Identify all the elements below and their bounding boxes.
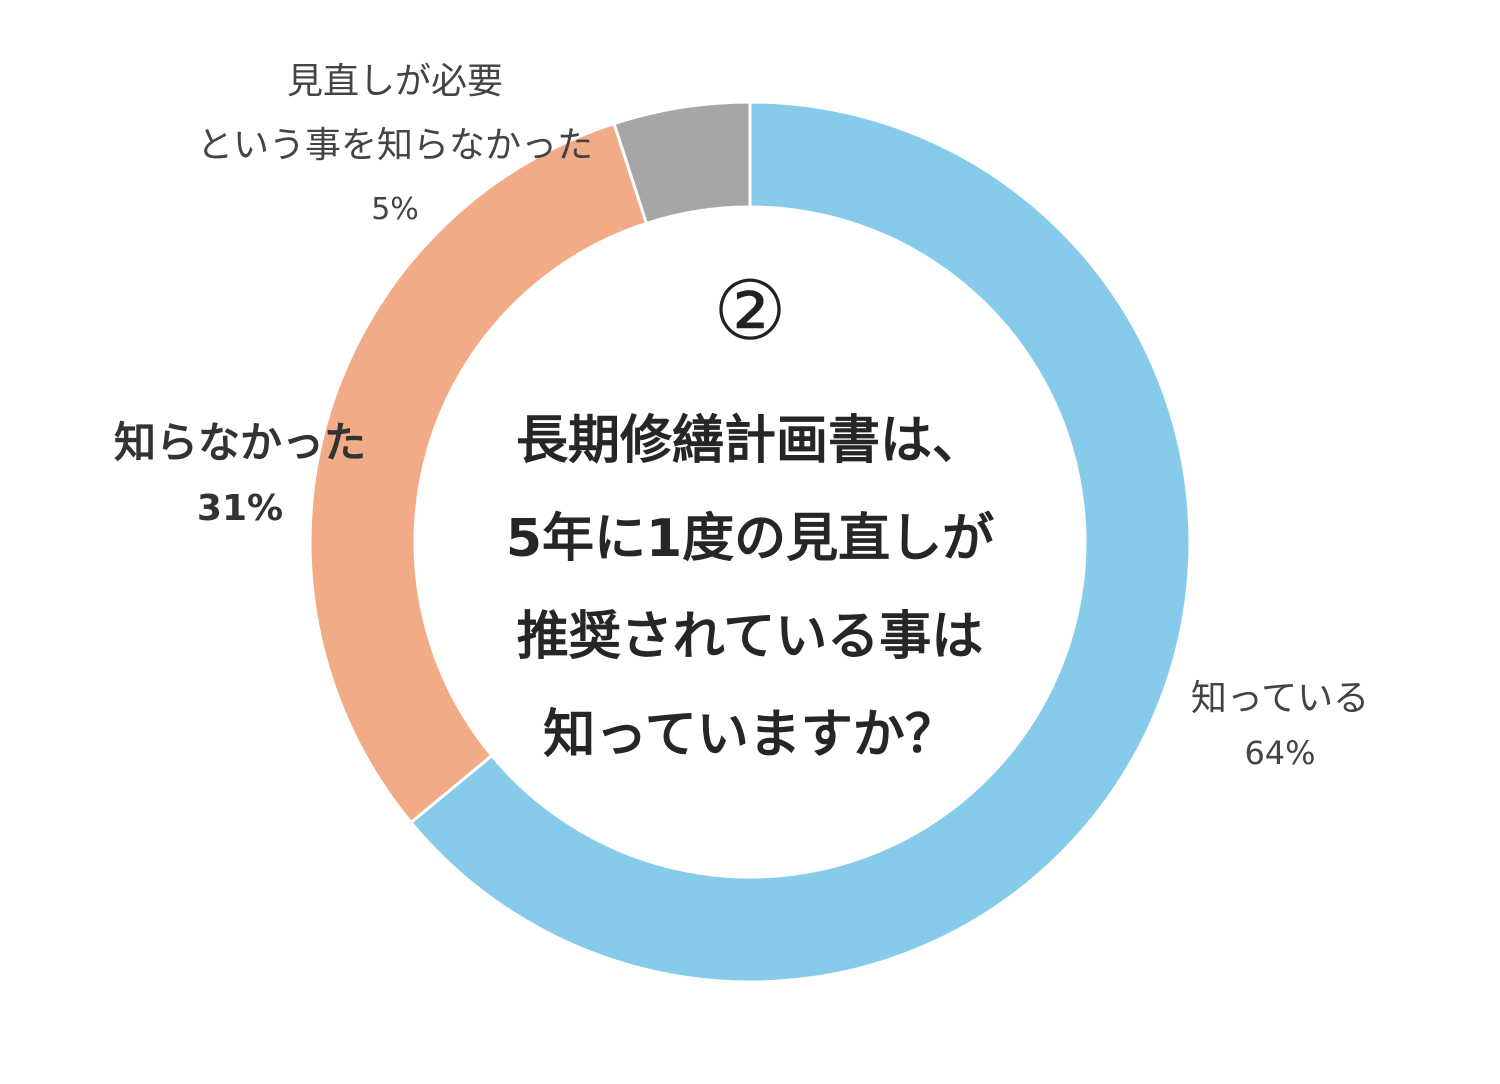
question-line-4: 知っていますか？ xyxy=(543,705,957,765)
slice-label-review-value: 5% xyxy=(371,192,419,227)
question-line-2: 5年に1度の見直しが xyxy=(505,509,995,569)
donut-slices xyxy=(308,100,1192,984)
slice-label-known: 知っている 64% xyxy=(1150,672,1410,780)
slice-unknown xyxy=(308,121,649,825)
slice-known xyxy=(408,100,1192,984)
question-line-3: 推奨されている事は xyxy=(516,607,984,667)
slice-label-review-line-1: 見直しが必要 xyxy=(286,61,503,102)
question-line-1: 長期修繕計画書は、 xyxy=(515,411,984,471)
slice-label-unknown-name: 知らなかった xyxy=(113,418,366,467)
question-text: 長期修繕計画書は、 5年に1度の見直しが 推奨されている事は 知っていますか？ xyxy=(450,392,1050,784)
slice-review xyxy=(612,100,752,226)
question-number: ② xyxy=(713,264,787,359)
slice-label-review: 見直しが必要 という事を知らなかった 5% xyxy=(160,50,630,242)
slice-label-review-line-2: という事を知らなかった xyxy=(196,125,593,166)
slice-label-known-name: 知っている xyxy=(1190,678,1370,719)
slice-label-known-value: 64% xyxy=(1244,734,1316,772)
slice-label-unknown: 知らなかった 31% xyxy=(70,410,410,542)
slice-label-unknown-value: 31% xyxy=(196,488,284,529)
